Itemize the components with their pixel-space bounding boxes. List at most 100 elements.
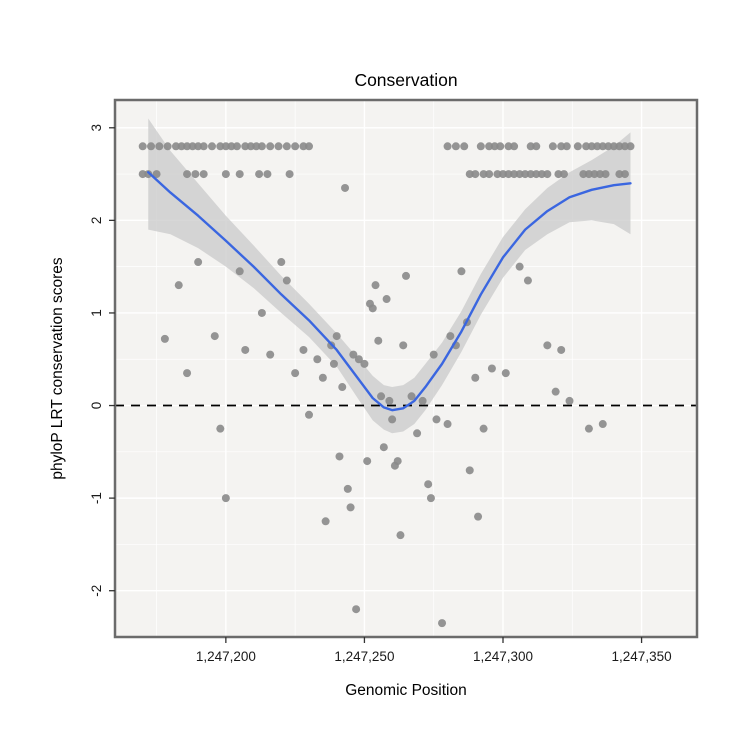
data-point <box>474 512 483 521</box>
data-point <box>590 170 599 179</box>
data-point <box>471 373 480 382</box>
data-point <box>216 424 225 433</box>
y-tick-label: 2 <box>89 217 104 225</box>
data-point <box>221 494 230 503</box>
data-point <box>221 142 230 151</box>
data-point <box>360 359 369 368</box>
data-point <box>584 170 593 179</box>
data-point <box>246 142 255 151</box>
data-point <box>620 142 629 151</box>
data-point <box>526 142 535 151</box>
data-point <box>160 334 169 343</box>
data-point <box>501 369 510 378</box>
data-point <box>138 170 147 179</box>
data-point <box>537 170 546 179</box>
data-point <box>177 142 186 151</box>
x-tick-label: 1,247,200 <box>196 649 256 664</box>
data-point <box>407 392 416 401</box>
data-point <box>210 332 219 341</box>
data-point <box>241 345 250 354</box>
data-point <box>559 170 568 179</box>
data-point <box>487 364 496 373</box>
data-point <box>532 142 541 151</box>
data-point <box>221 170 230 179</box>
data-point <box>443 420 452 429</box>
data-point <box>476 142 485 151</box>
data-point <box>460 142 469 151</box>
data-point <box>371 281 380 290</box>
data-point <box>573 142 582 151</box>
data-point <box>252 142 261 151</box>
data-point <box>257 308 266 317</box>
data-point <box>199 170 208 179</box>
data-point <box>593 142 602 151</box>
x-axis: 1,247,200 1,247,250 1,247,300 1,247,350 <box>196 637 672 664</box>
data-point <box>504 170 513 179</box>
data-point <box>565 396 574 405</box>
data-point <box>385 396 394 405</box>
data-point <box>368 304 377 313</box>
data-point <box>479 424 488 433</box>
panel-border <box>113 98 699 639</box>
data-point <box>626 142 635 151</box>
chart-title: Conservation <box>354 70 457 90</box>
data-point <box>282 142 291 151</box>
data-point <box>485 142 494 151</box>
data-point <box>424 480 433 489</box>
data-point <box>493 170 502 179</box>
y-tick-label: -2 <box>89 585 104 597</box>
data-point <box>413 429 422 438</box>
data-point <box>438 619 447 628</box>
data-point <box>499 170 507 179</box>
data-point <box>620 170 629 179</box>
data-point <box>515 170 524 179</box>
data-point <box>598 420 607 429</box>
data-point <box>235 170 244 179</box>
data-point <box>194 258 203 267</box>
data-point <box>510 142 519 151</box>
x-tick-label: 1,247,350 <box>612 649 672 664</box>
data-point <box>349 350 358 359</box>
data-point <box>313 355 322 364</box>
data-point <box>582 142 591 151</box>
data-point <box>332 332 341 341</box>
data-point <box>191 170 200 179</box>
data-point <box>235 267 244 276</box>
data-point <box>557 142 566 151</box>
data-point <box>521 170 530 179</box>
data-point <box>152 170 161 179</box>
data-point <box>147 142 156 151</box>
y-tick-label: 3 <box>89 124 104 132</box>
data-point <box>615 170 624 179</box>
data-point <box>443 142 452 151</box>
data-point <box>171 142 180 151</box>
data-point <box>399 341 408 350</box>
data-point <box>291 369 300 378</box>
data-point <box>163 142 172 151</box>
data-point <box>426 494 435 503</box>
data-point <box>335 452 344 461</box>
data-point <box>188 142 197 151</box>
data-point <box>305 142 313 151</box>
y-tick-label: 1 <box>89 309 104 317</box>
data-point <box>429 350 438 359</box>
data-point <box>554 170 563 179</box>
data-point <box>584 424 593 433</box>
data-point <box>199 142 208 151</box>
data-point <box>485 170 494 179</box>
data-point <box>232 142 241 151</box>
data-point <box>432 415 441 424</box>
data-point <box>274 142 283 151</box>
data-point <box>257 142 266 151</box>
data-point <box>479 170 488 179</box>
data-point <box>562 142 571 151</box>
data-point <box>379 443 388 452</box>
data-point <box>596 170 604 179</box>
data-point <box>285 170 294 179</box>
data-point <box>183 170 192 179</box>
data-point <box>266 142 275 151</box>
data-point <box>216 142 225 151</box>
data-point <box>523 276 532 285</box>
data-point <box>282 276 291 285</box>
